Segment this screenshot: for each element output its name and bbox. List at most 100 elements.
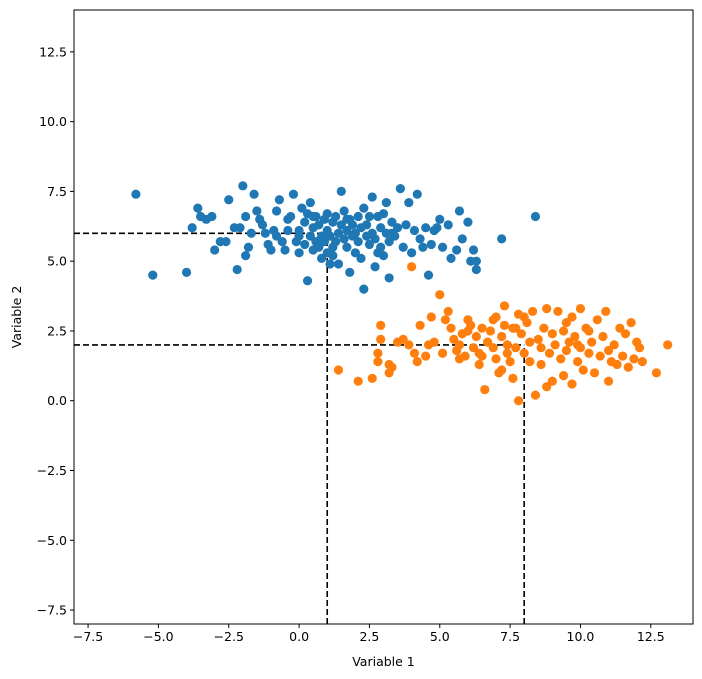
scatter-point xyxy=(533,334,543,344)
scatter-point xyxy=(277,237,287,247)
scatter-point xyxy=(542,304,552,314)
x-tick-label: 5.0 xyxy=(430,629,450,644)
scatter-point xyxy=(457,234,467,244)
y-tick-label: −5.0 xyxy=(37,533,67,548)
scatter-point xyxy=(567,312,577,322)
scatter-point xyxy=(525,337,535,347)
scatter-point xyxy=(446,323,456,333)
scatter-point xyxy=(626,317,636,328)
scatter-point xyxy=(598,331,608,342)
scatter-point xyxy=(573,357,583,367)
scatter-point xyxy=(542,382,552,392)
scatter-point xyxy=(266,245,276,255)
scatter-point xyxy=(530,211,541,222)
scatter-point xyxy=(260,228,270,238)
x-tick-label: 12.5 xyxy=(637,629,665,644)
y-tick-label: −2.5 xyxy=(37,463,67,478)
scatter-point xyxy=(305,231,315,241)
scatter-point xyxy=(499,301,510,311)
scatter-point xyxy=(426,312,436,322)
x-axis-ticks: −7.5 −5.0 −2.5 0.0 2.5 5.0 7.5 10.0 12.5 xyxy=(73,624,665,644)
scatter-point xyxy=(474,359,484,370)
y-axis-label: Variable 2 xyxy=(9,286,24,349)
scatter-point xyxy=(412,189,422,199)
scatter-point xyxy=(235,223,245,233)
y-tick-label: 5.0 xyxy=(47,254,67,269)
scatter-point xyxy=(317,253,327,263)
x-tick-label: 10.0 xyxy=(567,629,595,644)
scatter-point xyxy=(353,237,363,247)
scatter-point xyxy=(356,253,366,263)
scatter-point xyxy=(238,181,248,191)
scatter-point xyxy=(294,248,304,258)
scatter-point xyxy=(187,223,197,233)
plot-frame xyxy=(73,9,694,625)
scatter-point xyxy=(241,251,251,261)
scatter-point xyxy=(252,206,262,216)
scatter-point xyxy=(573,340,583,350)
scatter-point xyxy=(561,317,571,328)
scatter-point xyxy=(370,234,380,244)
y-tick-label: 10.0 xyxy=(39,114,67,129)
scatter-point xyxy=(471,256,481,266)
scatter-point xyxy=(440,315,450,325)
scatter-point xyxy=(513,396,524,406)
scatter-point xyxy=(407,248,417,258)
scatter-point xyxy=(328,251,338,261)
scatter-point xyxy=(592,315,602,325)
scatter-point xyxy=(387,217,397,227)
scatter-point xyxy=(491,354,501,364)
x-tick-label: 0.0 xyxy=(289,629,309,644)
scatter-point xyxy=(353,376,363,386)
scatter-point xyxy=(446,253,456,263)
scatter-point xyxy=(367,192,377,202)
scatter-point xyxy=(558,326,569,336)
scatter-point xyxy=(336,220,346,230)
scatter-point xyxy=(398,242,408,252)
scatter-point xyxy=(364,211,375,222)
y-tick-label: 12.5 xyxy=(39,44,67,59)
scatter-point xyxy=(347,220,358,230)
scatter-point xyxy=(480,384,490,395)
scatter-point xyxy=(404,197,414,208)
scatter-point xyxy=(364,239,375,250)
scatter-point xyxy=(651,368,662,378)
scatter-point xyxy=(454,340,465,350)
y-tick-label: 7.5 xyxy=(47,184,67,199)
scatter-point xyxy=(437,242,448,252)
scatter-point xyxy=(516,329,526,339)
scatter-point xyxy=(193,203,203,213)
scatter-point xyxy=(564,337,574,347)
series-1 xyxy=(333,262,673,406)
scatter-point xyxy=(477,323,487,333)
scatter-point xyxy=(297,203,307,213)
scatter-point xyxy=(578,365,588,375)
scatter-point xyxy=(314,220,324,230)
scatter-point xyxy=(485,326,496,336)
scatter-point xyxy=(336,186,346,197)
scatter-point xyxy=(584,348,594,358)
scatter-point xyxy=(367,373,377,383)
y-tick-label: −7.5 xyxy=(37,603,67,618)
scatter-point xyxy=(415,234,425,244)
scatter-point xyxy=(615,323,625,333)
scatter-point xyxy=(378,209,389,219)
scatter-point xyxy=(595,351,605,361)
x-tick-label: −7.5 xyxy=(73,629,103,644)
scatter-point xyxy=(333,259,344,269)
reference-line-layer xyxy=(74,232,525,624)
scatter-point xyxy=(331,237,341,247)
scatter-point xyxy=(131,189,141,199)
scatter-point xyxy=(274,195,284,205)
scatter-point xyxy=(530,390,541,400)
scatter-point xyxy=(637,357,647,367)
scatter-point xyxy=(550,340,560,350)
scatter-point xyxy=(601,306,611,317)
scatter-point xyxy=(280,245,290,255)
scatter-point xyxy=(502,340,512,350)
scatter-point xyxy=(288,189,299,199)
scatter-point xyxy=(294,231,304,241)
scatter-point xyxy=(443,306,453,317)
scatter-point xyxy=(387,228,397,238)
